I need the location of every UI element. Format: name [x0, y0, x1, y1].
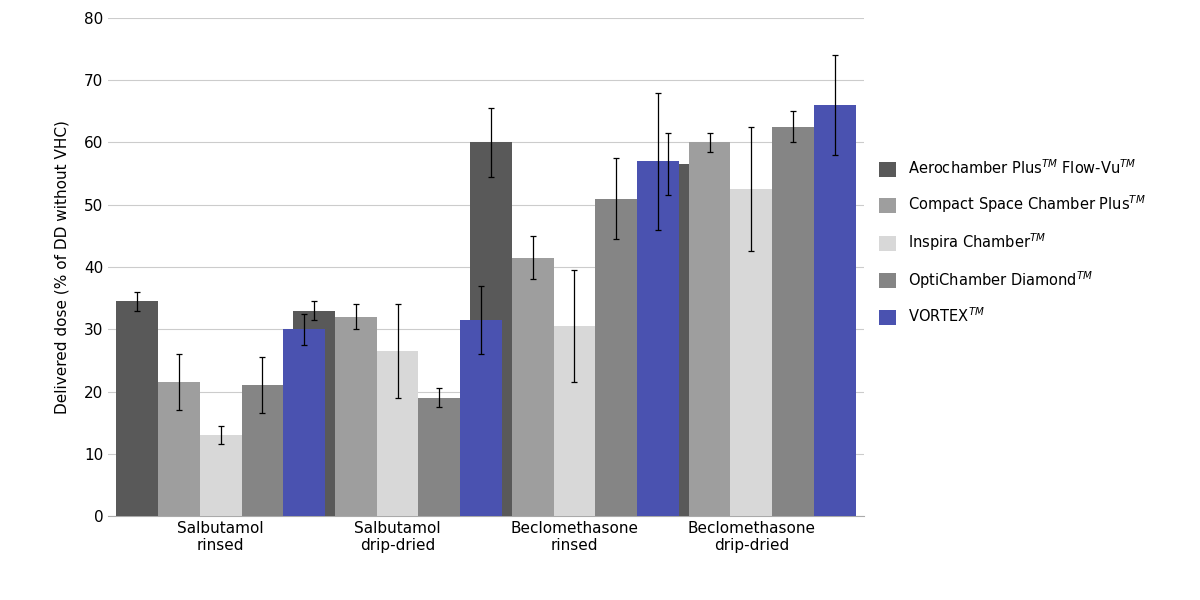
Bar [731, 189, 773, 516]
Bar [511, 257, 553, 516]
Bar [335, 317, 377, 516]
Bar [377, 351, 419, 516]
Bar [647, 164, 689, 516]
Bar [553, 326, 595, 516]
Bar [293, 311, 335, 516]
Bar [595, 199, 637, 516]
Legend: Aerochamber Plus$^{TM}$ Flow-Vu$^{TM}$, Compact Space Chamber Plus$^{TM}$, Inspi: Aerochamber Plus$^{TM}$ Flow-Vu$^{TM}$, … [878, 159, 1146, 325]
Bar [773, 127, 814, 516]
Bar [158, 382, 199, 516]
Bar [689, 142, 731, 516]
Bar [461, 320, 502, 516]
Bar [116, 301, 158, 516]
Bar [637, 161, 679, 516]
Bar [419, 398, 461, 516]
Bar [199, 435, 241, 516]
Y-axis label: Delivered dose (% of DD without VHC): Delivered dose (% of DD without VHC) [55, 120, 70, 414]
Bar [283, 329, 325, 516]
Bar [814, 105, 856, 516]
Bar [241, 385, 283, 516]
Bar [470, 142, 511, 516]
